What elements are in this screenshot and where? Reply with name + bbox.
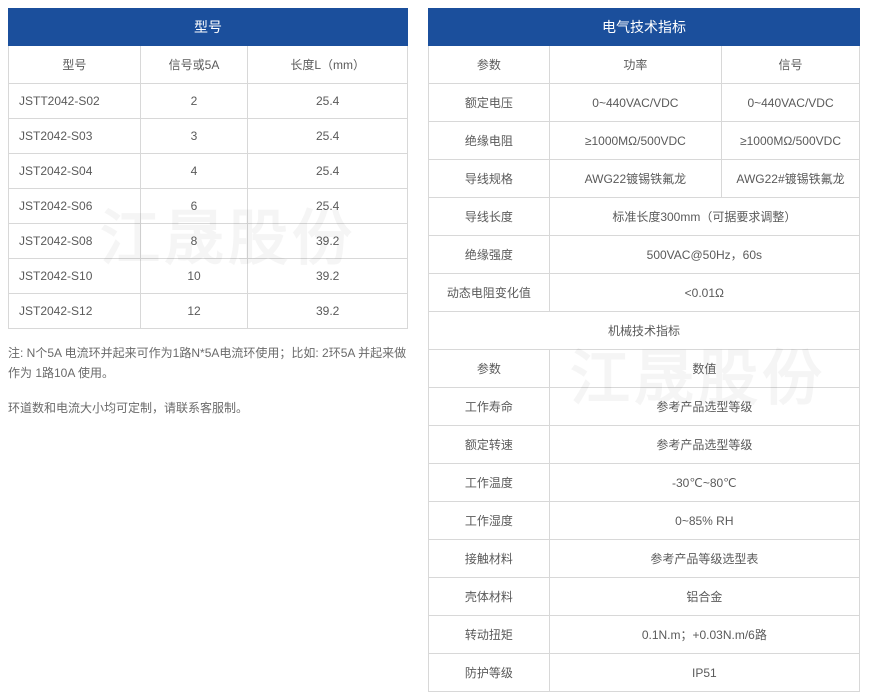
- cell-param: 绝缘电阻: [429, 122, 550, 160]
- cell: 25.4: [248, 119, 408, 154]
- table-row: 工作湿度0~85% RH: [429, 502, 860, 540]
- elec-banner: 电气技术指标: [429, 9, 860, 46]
- cell-value: 参考产品选型等级: [549, 426, 859, 464]
- cell: 6: [140, 189, 248, 224]
- cell-signal: 0~440VAC/VDC: [722, 84, 860, 122]
- table-row: 导线规格AWG22镀锡铁氟龙AWG22#镀锡铁氟龙: [429, 160, 860, 198]
- cell-value: 0.1N.m；+0.03N.m/6路: [549, 616, 859, 654]
- cell-param: 壳体材料: [429, 578, 550, 616]
- model-table: 型号 型号 信号或5A 长度L（mm） JSTT2042-S02225.4JST…: [8, 8, 408, 329]
- col-length: 长度L（mm）: [248, 46, 408, 84]
- cell: 39.2: [248, 294, 408, 329]
- cell-param: 额定转速: [429, 426, 550, 464]
- cell: 25.4: [248, 154, 408, 189]
- model-section: 型号 型号 信号或5A 长度L（mm） JSTT2042-S02225.4JST…: [8, 8, 408, 418]
- cell-param: 额定电压: [429, 84, 550, 122]
- cell-value: 500VAC@50Hz，60s: [549, 236, 859, 274]
- table-row: JST2042-S121239.2: [9, 294, 408, 329]
- table-row: 绝缘强度500VAC@50Hz，60s: [429, 236, 860, 274]
- cell: 4: [140, 154, 248, 189]
- table-row: 防护等级IP51: [429, 654, 860, 692]
- cell-power: 0~440VAC/VDC: [549, 84, 721, 122]
- table-row: JST2042-S101039.2: [9, 259, 408, 294]
- table-row: 工作温度-30℃~80℃: [429, 464, 860, 502]
- col-power: 功率: [549, 46, 721, 84]
- table-row: JST2042-S03325.4: [9, 119, 408, 154]
- cell: 10: [140, 259, 248, 294]
- cell: 25.4: [248, 189, 408, 224]
- cell-power: AWG22镀锡铁氟龙: [549, 160, 721, 198]
- col-signal: 信号: [722, 46, 860, 84]
- cell: JST2042-S10: [9, 259, 141, 294]
- cell: 25.4: [248, 84, 408, 119]
- cell-value: IP51: [549, 654, 859, 692]
- table-row: 绝缘电阻≥1000MΩ/500VDC≥1000MΩ/500VDC: [429, 122, 860, 160]
- cell: JST2042-S06: [9, 189, 141, 224]
- cell: 3: [140, 119, 248, 154]
- cell: JST2042-S03: [9, 119, 141, 154]
- cell-param: 防护等级: [429, 654, 550, 692]
- cell: JSTT2042-S02: [9, 84, 141, 119]
- cell-param: 转动扭矩: [429, 616, 550, 654]
- col-model: 型号: [9, 46, 141, 84]
- table-row: 额定转速参考产品选型等级: [429, 426, 860, 464]
- cell-param: 绝缘强度: [429, 236, 550, 274]
- cell-param: 动态电阻变化值: [429, 274, 550, 312]
- table-row: JST2042-S06625.4: [9, 189, 408, 224]
- cell: 39.2: [248, 259, 408, 294]
- mech-banner: 机械技术指标: [429, 312, 860, 350]
- table-row: 额定电压0~440VAC/VDC0~440VAC/VDC: [429, 84, 860, 122]
- cell: JST2042-S08: [9, 224, 141, 259]
- table-row: 动态电阻变化值<0.01Ω: [429, 274, 860, 312]
- cell-value: <0.01Ω: [549, 274, 859, 312]
- table-row: 接触材料参考产品等级选型表: [429, 540, 860, 578]
- table-row: 转动扭矩0.1N.m；+0.03N.m/6路: [429, 616, 860, 654]
- cell-param: 工作湿度: [429, 502, 550, 540]
- cell-value: 参考产品等级选型表: [549, 540, 859, 578]
- cell: JST2042-S12: [9, 294, 141, 329]
- cell: 8: [140, 224, 248, 259]
- cell-param: 导线规格: [429, 160, 550, 198]
- cell-value: 0~85% RH: [549, 502, 859, 540]
- cell-param: 工作温度: [429, 464, 550, 502]
- cell-value: 铝合金: [549, 578, 859, 616]
- cell-value: -30℃~80℃: [549, 464, 859, 502]
- cell-value: 参考产品选型等级: [549, 388, 859, 426]
- cell: 39.2: [248, 224, 408, 259]
- table-row: JSTT2042-S02225.4: [9, 84, 408, 119]
- cell: 2: [140, 84, 248, 119]
- table-row: 壳体材料铝合金: [429, 578, 860, 616]
- cell-param: 导线长度: [429, 198, 550, 236]
- col-param: 参数: [429, 46, 550, 84]
- cell: 12: [140, 294, 248, 329]
- cell-signal: AWG22#镀锡铁氟龙: [722, 160, 860, 198]
- cell-signal: ≥1000MΩ/500VDC: [722, 122, 860, 160]
- spec-table: 电气技术指标 参数 功率 信号 额定电压0~440VAC/VDC0~440VAC…: [428, 8, 860, 692]
- table-row: 导线长度标准长度300mm（可据要求调整）: [429, 198, 860, 236]
- note-2: 环道数和电流大小均可定制，请联系客服制。: [8, 398, 408, 418]
- cell-param: 工作寿命: [429, 388, 550, 426]
- col-mech-param: 参数: [429, 350, 550, 388]
- table-row: JST2042-S08839.2: [9, 224, 408, 259]
- note-1: 注: N个5A 电流环并起来可作为1路N*5A电流环使用；比如: 2环5A 并起…: [8, 343, 408, 384]
- model-table-banner: 型号: [9, 9, 408, 46]
- cell-value: 标准长度300mm（可据要求调整）: [549, 198, 859, 236]
- table-row: JST2042-S04425.4: [9, 154, 408, 189]
- cell-power: ≥1000MΩ/500VDC: [549, 122, 721, 160]
- cell: JST2042-S04: [9, 154, 141, 189]
- spec-section: 电气技术指标 参数 功率 信号 额定电压0~440VAC/VDC0~440VAC…: [428, 8, 860, 692]
- table-row: 工作寿命参考产品选型等级: [429, 388, 860, 426]
- col-signal: 信号或5A: [140, 46, 248, 84]
- layout-root: 型号 型号 信号或5A 长度L（mm） JSTT2042-S02225.4JST…: [8, 8, 872, 692]
- cell-param: 接触材料: [429, 540, 550, 578]
- col-mech-value: 数值: [549, 350, 859, 388]
